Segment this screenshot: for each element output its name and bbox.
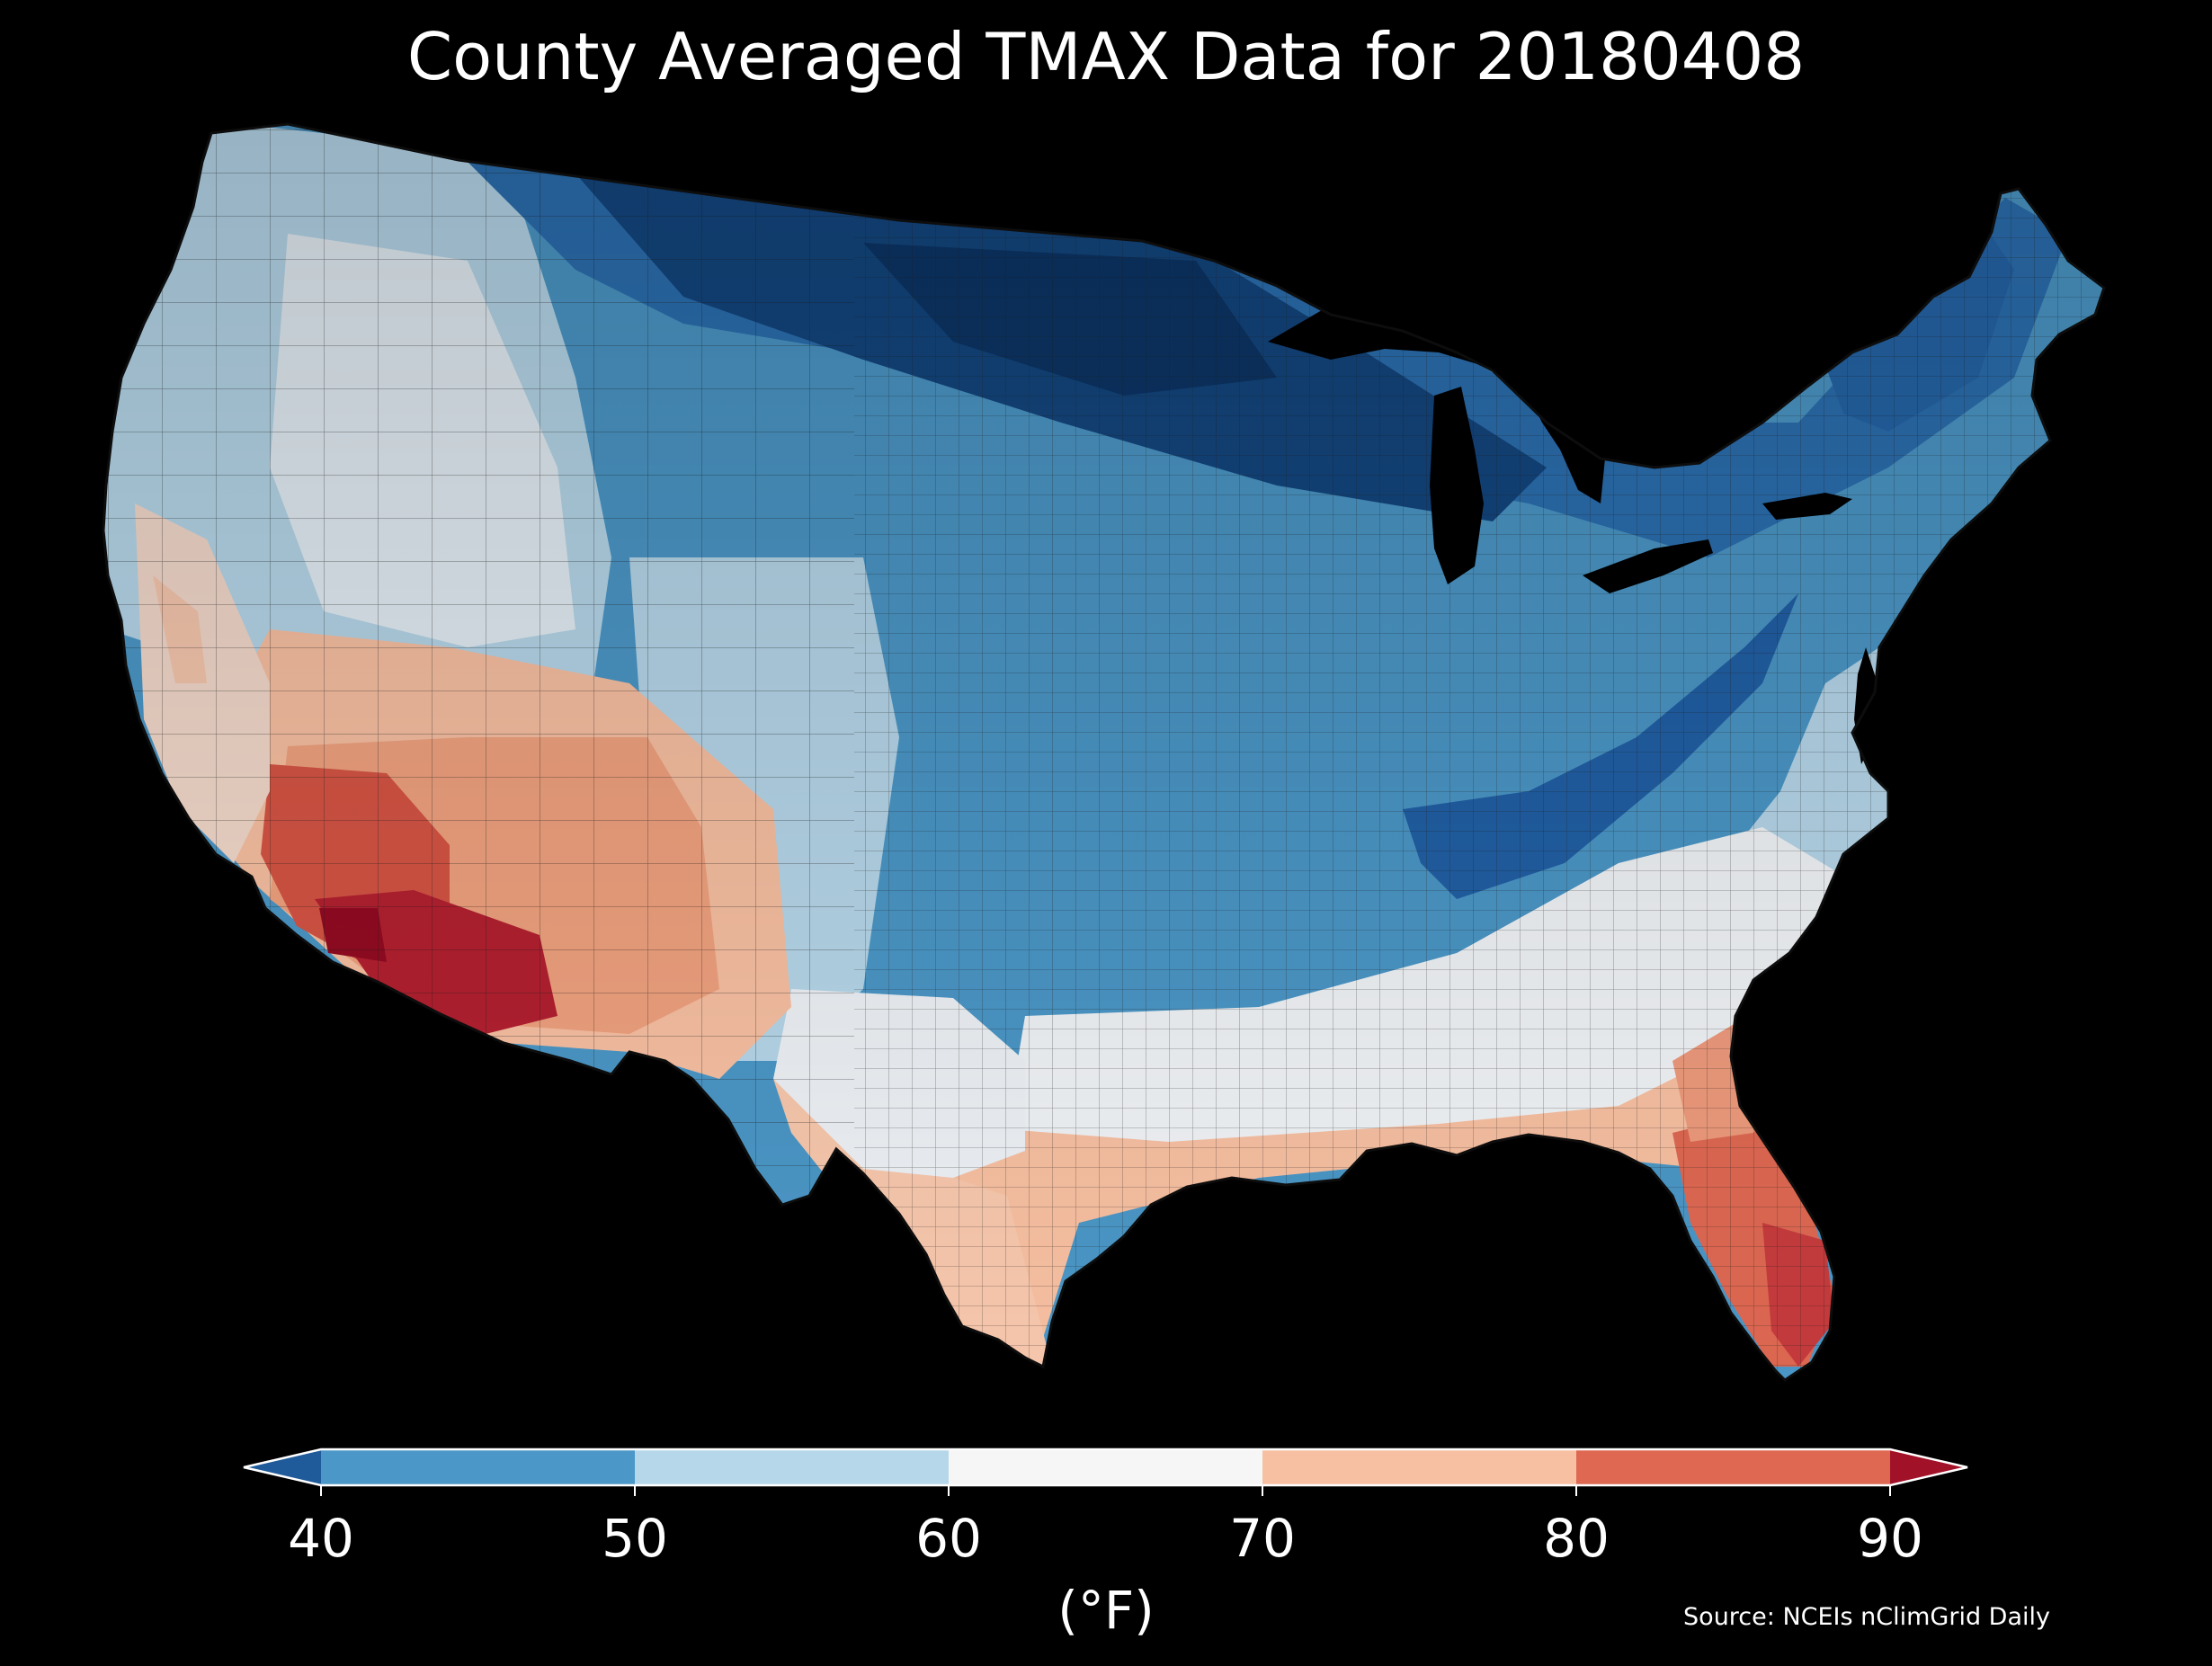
colorbar-tick-70: 70 — [1229, 1508, 1296, 1569]
colorbar-bin-40-50 — [321, 1449, 635, 1485]
colorbar-bin-80-90 — [1576, 1449, 1890, 1485]
lake-michigan — [1430, 387, 1484, 584]
colorbar-bin-60-70 — [949, 1449, 1262, 1485]
colorbar-bin-50-60 — [635, 1449, 949, 1485]
colorbar-extend-low — [244, 1449, 321, 1485]
colorbar-tick-90: 90 — [1857, 1508, 1923, 1569]
colorbar-extend-high — [1890, 1449, 1967, 1485]
lake-ontario — [1762, 493, 1852, 520]
source-credit: Source: NCEIs nClimGrid Daily — [1683, 1603, 2050, 1631]
units-label: (°F) — [1057, 1580, 1155, 1641]
colorbar-tick-50: 50 — [602, 1508, 668, 1569]
colorbar-tick-60: 60 — [915, 1508, 982, 1569]
colorbar-tick-40: 40 — [288, 1508, 354, 1569]
colorbar-tick-80: 80 — [1543, 1508, 1610, 1569]
colorbar-bin-70-80 — [1262, 1449, 1576, 1485]
map-title: County Averaged TMAX Data for 20180408 — [406, 19, 1806, 94]
county-temperature-map — [102, 122, 2106, 1382]
lake-erie — [1583, 539, 1713, 593]
